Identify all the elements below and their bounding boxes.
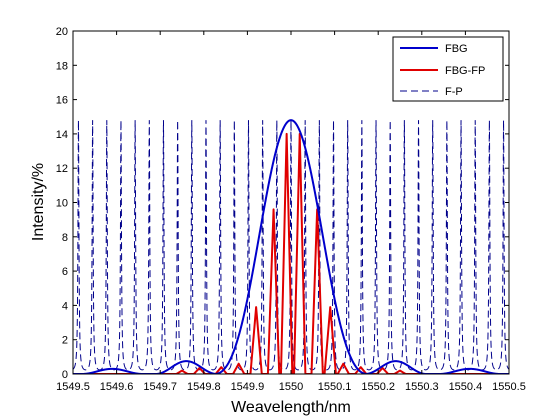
y-tick-label: 0 (62, 369, 68, 381)
y-tick-label: 16 (56, 95, 68, 107)
legend-label-fbg-fp: FBG-FP (445, 65, 485, 77)
y-tick-label: 8 (62, 232, 68, 244)
x-tick-label: 1550.5 (492, 381, 526, 393)
y-tick-label: 20 (56, 26, 68, 38)
legend: FBG FBG-FP F-P (392, 36, 504, 102)
x-tick-label: 1550.2 (361, 381, 395, 393)
y-tick-label: 4 (62, 300, 68, 312)
y-axis-label: Intensity/% (30, 163, 47, 241)
y-tick-label: 6 (62, 266, 68, 278)
x-tick-label: 1550.1 (318, 381, 352, 393)
x-tick-label: 1549.5 (56, 381, 90, 393)
x-tick-label: 1550 (279, 381, 303, 393)
x-tick-label: 1549.7 (143, 381, 177, 393)
series-line-fbg-fp (73, 132, 509, 374)
series-line-f-p (73, 120, 509, 371)
x-axis-label: Weavelength/nm (231, 399, 351, 416)
y-tick-label: 14 (56, 129, 68, 141)
x-tick-label: 1550.3 (405, 381, 439, 393)
x-tick-label: 1549.6 (100, 381, 134, 393)
legend-label-f-p: F-P (445, 86, 463, 98)
y-tick-label: 2 (62, 335, 68, 347)
y-tick-label: 10 (56, 198, 68, 210)
x-tick-label: 1549.9 (231, 381, 265, 393)
ticks-layer: 1549.5 1549.6 1549.7 1549.8 1549.9 1550 1550.1… (56, 26, 526, 393)
series-layer (73, 119, 509, 374)
x-tick-label: 1550.4 (449, 381, 483, 393)
y-tick-label: 18 (56, 60, 68, 72)
x-tick-label: 1549.8 (187, 381, 221, 393)
y-tick-label: 12 (56, 163, 68, 175)
legend-label-fbg: FBG (445, 43, 468, 55)
series-line-fbg (73, 119, 509, 374)
